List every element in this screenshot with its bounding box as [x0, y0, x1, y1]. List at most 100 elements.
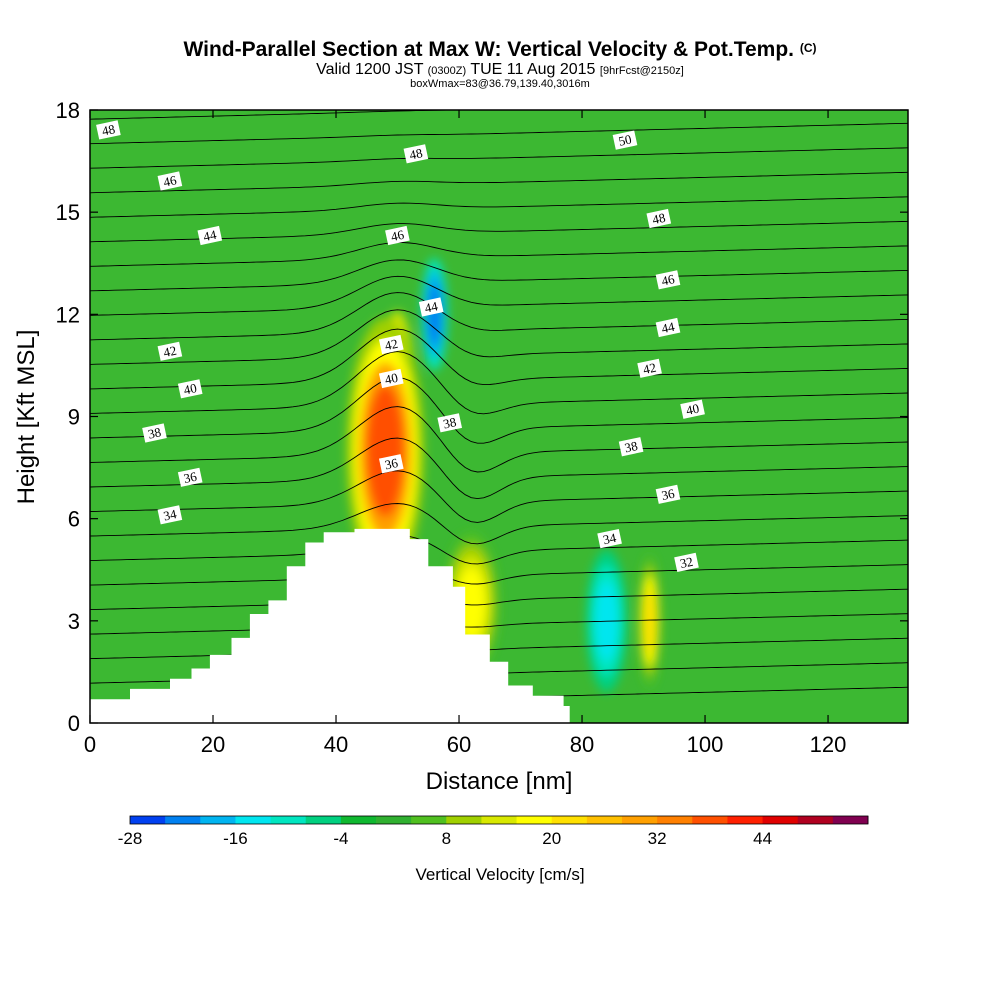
- isentrope-line: [90, 171, 908, 194]
- x-tick-label: 80: [570, 732, 594, 757]
- colorbar-tick-label: 32: [648, 829, 667, 848]
- isentrope-label: 32: [674, 552, 699, 573]
- isentrope-label: 44: [655, 317, 681, 338]
- isentrope-label-text: 36: [383, 455, 399, 472]
- isentrope-label: 40: [378, 368, 404, 389]
- isentrope-label: 42: [637, 358, 662, 378]
- isentrope-label-box: [177, 379, 203, 399]
- isentrope-line: [90, 242, 908, 267]
- colorbar-swatch: [586, 816, 623, 824]
- isentrope-label-text: 42: [383, 336, 399, 353]
- isentrope-label-text: 46: [389, 227, 405, 244]
- isentrope-label-box: [385, 225, 410, 246]
- colorbar-swatch: [692, 816, 728, 824]
- isentrope-label-text: 36: [182, 469, 198, 486]
- terrain: [90, 528, 570, 723]
- colorbar-swatch: [797, 816, 834, 824]
- isentrope-line: [90, 328, 908, 390]
- chart-title-text: Wind-Parallel Section at Max W: Vertical…: [183, 38, 794, 61]
- colorbar-swatch: [235, 816, 272, 824]
- isentrope-label-text: 40: [182, 380, 198, 397]
- isentrope-label-text: 40: [383, 370, 399, 387]
- isentrope-label: 40: [177, 379, 203, 399]
- colorbar-swatch: [411, 816, 447, 824]
- isentrope-label-box: [378, 334, 404, 355]
- velocity-cell: [644, 587, 656, 655]
- subtitle-utc: (0300Z): [428, 65, 467, 77]
- isentrope-line: [90, 503, 908, 545]
- y-tick-label: 3: [68, 609, 80, 634]
- x-tick-label: 20: [201, 732, 225, 757]
- colorbar-swatch: [481, 816, 518, 824]
- isentrope-label-text: 44: [423, 298, 439, 315]
- colorbar-swatch: [762, 816, 799, 824]
- isentrope-label: 44: [197, 225, 223, 246]
- colorbar-swatch: [340, 816, 377, 824]
- isentrope-line: [90, 588, 908, 611]
- colorbar-tick-label: 44: [753, 829, 772, 848]
- isentrope-label: 46: [655, 270, 681, 290]
- isentrope-label: 42: [378, 334, 404, 355]
- isentrope-line: [90, 292, 908, 341]
- isentrope-line: [90, 534, 908, 565]
- isentrope-label-box: [437, 413, 463, 433]
- colorbar-swatch: [727, 816, 764, 824]
- plot-background: [90, 110, 908, 723]
- colorbar-tick-label: -4: [333, 829, 348, 848]
- colorbar-tick-label: -16: [223, 829, 248, 848]
- isentrope-label: 44: [418, 297, 444, 317]
- isentrope-label-text: 42: [642, 360, 658, 377]
- isentrope-label-text: 34: [162, 506, 178, 523]
- isentrope-label-box: [403, 144, 429, 164]
- isentrope-label-text: 38: [623, 438, 639, 455]
- isentrope-label-text: 38: [442, 414, 458, 431]
- subtitle-valid: Valid 1200 JST: [316, 61, 424, 78]
- isentrope-label: 50: [612, 130, 638, 150]
- x-tick-label: 40: [324, 732, 348, 757]
- isentrope-label-box: [177, 467, 203, 487]
- y-tick-label: 15: [56, 200, 80, 225]
- colorbar-swatch: [376, 816, 412, 824]
- isentrope-label: 42: [157, 341, 183, 361]
- isentrope-label: 46: [157, 171, 183, 191]
- isentrope-label-text: 50: [617, 131, 633, 148]
- isentrope-label-text: 38: [147, 424, 163, 441]
- colorbar-tick-label: 8: [442, 829, 451, 848]
- velocity-cell: [365, 384, 405, 517]
- isentrope-line: [90, 564, 908, 586]
- isentrope-label-text: 48: [100, 121, 116, 138]
- isentrope-label: 38: [437, 413, 463, 433]
- isentrope-label: 36: [655, 484, 681, 504]
- colorbar-swatch: [305, 816, 342, 824]
- colorbar-swatch: [130, 816, 166, 824]
- isentrope-label: 40: [680, 399, 705, 419]
- x-tick-label: 100: [687, 732, 724, 757]
- isentrope-label-text: 48: [408, 145, 424, 162]
- isentrope-label-text: 40: [685, 401, 701, 418]
- isentrope-line: [90, 122, 908, 145]
- isentrope-label: 48: [646, 208, 672, 229]
- subtitle-forecast: [9hrFcst@2150z]: [600, 65, 684, 77]
- y-tick-label: 0: [68, 711, 80, 736]
- colorbar-tick-label: 20: [542, 829, 561, 848]
- isentrope-label-box: [655, 270, 681, 290]
- colorbar-tick-label: -28: [118, 829, 143, 848]
- isentrope-label-text: 46: [660, 271, 676, 288]
- isentrope-line: [90, 110, 475, 120]
- y-tick-label: 6: [68, 507, 80, 532]
- isentrope-label: 34: [597, 528, 622, 549]
- isentrope-label-text: 32: [679, 554, 695, 571]
- colorbar-label: Vertical Velocity [cm/s]: [415, 865, 584, 884]
- isentrope-label-box: [674, 552, 699, 573]
- isentrope-label: 38: [142, 423, 167, 443]
- isentrope-label: 48: [96, 120, 121, 140]
- isentrope-line: [90, 437, 908, 500]
- isentrope-label-box: [142, 423, 167, 443]
- isentrope-label: 36: [378, 454, 404, 474]
- isentrope-labels: 48 46 44 42 40 38 36 34 48 46 44 42 40 38 36 50 48 46 44 42…: [96, 120, 705, 573]
- isentrope-label-box: [646, 208, 672, 229]
- isentrope-label-text: 46: [162, 172, 178, 189]
- y-tick-label: 9: [68, 405, 80, 430]
- isentrope-label-box: [157, 341, 183, 361]
- isentrope-label-box: [157, 505, 183, 525]
